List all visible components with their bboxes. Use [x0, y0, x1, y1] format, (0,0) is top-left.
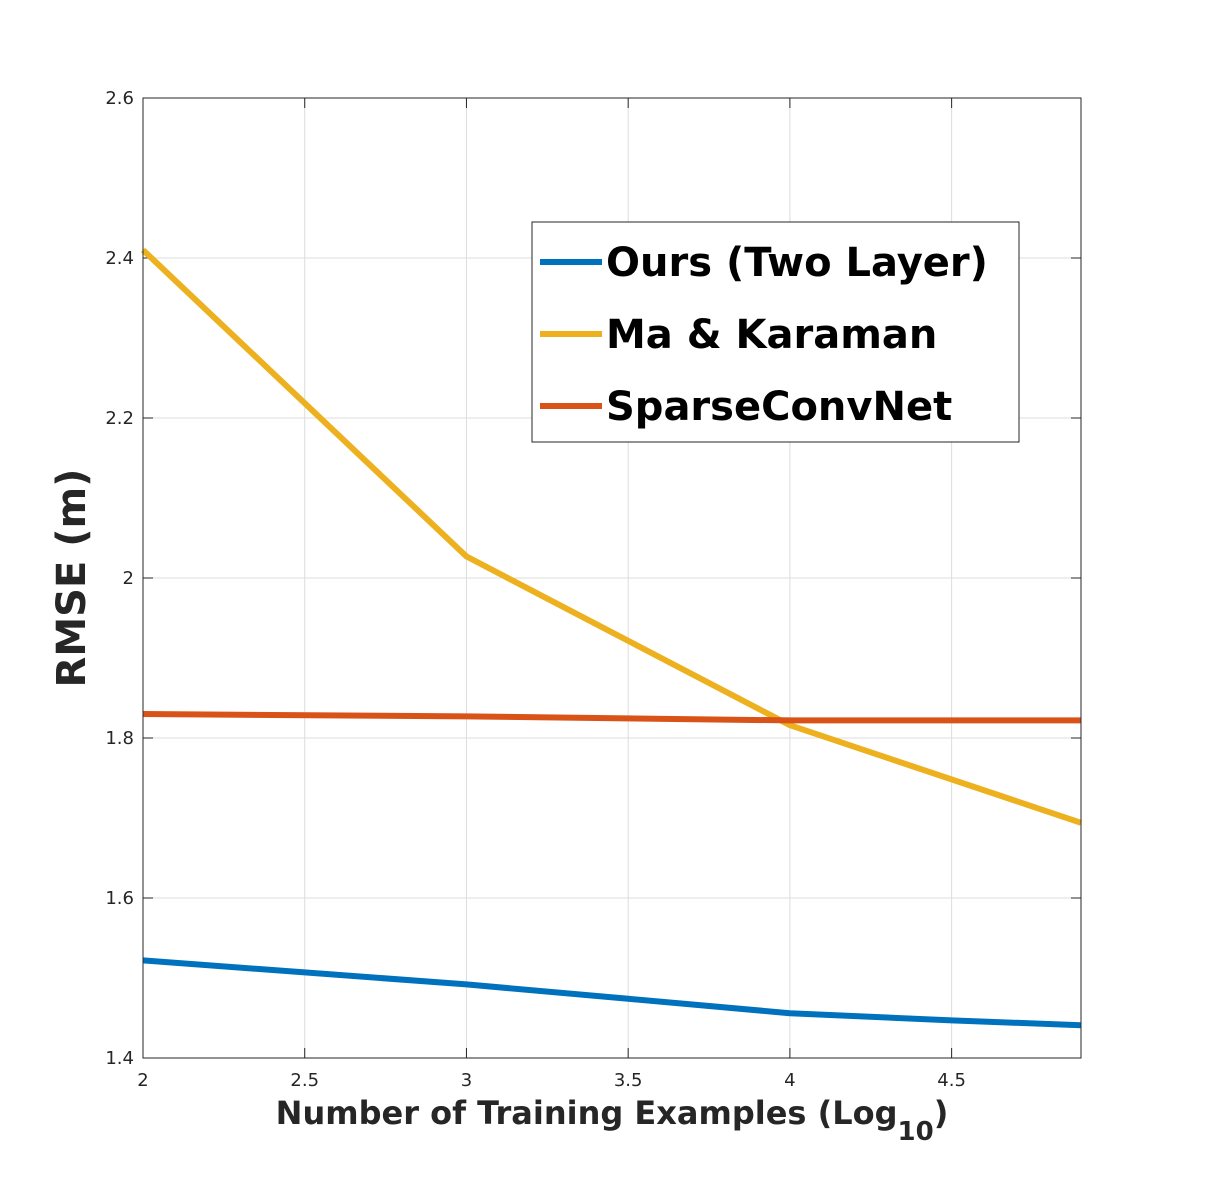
x-tick-label: 4.5 — [937, 1070, 966, 1091]
legend-label-ma-karaman: Ma & Karaman — [606, 312, 937, 358]
series-line-sparseconvnet — [142, 711, 1081, 724]
x-tick-label: 4 — [784, 1070, 795, 1091]
y-tick-label: 1.4 — [105, 1048, 134, 1069]
x-tick-labels: 2 2.5 3 3.5 4 4.5 — [137, 1070, 966, 1091]
series-lines — [140, 247, 1082, 1029]
plot-frame — [142, 97, 1082, 1059]
y-tick-label: 2.4 — [105, 248, 134, 269]
y-tick-label: 2.2 — [105, 408, 134, 429]
y-axis-label: RMSE (m) — [49, 469, 95, 688]
y-tick-labels: 1.4 1.6 1.8 2 2.2 2.4 2.6 — [105, 88, 134, 1069]
series-line-ma-karaman — [140, 247, 1082, 826]
legend-box — [531, 221, 1020, 443]
y-tick-label: 2.6 — [105, 88, 134, 109]
y-tick-label: 2 — [123, 568, 134, 589]
legend-label-ours-two-layer: Ours (Two Layer) — [606, 240, 988, 286]
x-tick-label: 3.5 — [614, 1070, 643, 1091]
x-axis-label: Number of Training Examples (Log10) — [276, 1094, 949, 1147]
x-tick-label: 3 — [461, 1070, 472, 1091]
y-tick-label: 1.8 — [105, 728, 134, 749]
series-line-ours-two-layer — [142, 957, 1082, 1029]
x-tick-label: 2.5 — [290, 1070, 319, 1091]
y-tick-label: 1.6 — [105, 888, 134, 909]
legend-label-sparseconvnet: SparseConvNet — [606, 384, 952, 430]
legend: Ours (Two Layer) Ma & Karaman SparseConvNe… — [531, 221, 1020, 443]
x-tick-label: 2 — [137, 1070, 148, 1091]
